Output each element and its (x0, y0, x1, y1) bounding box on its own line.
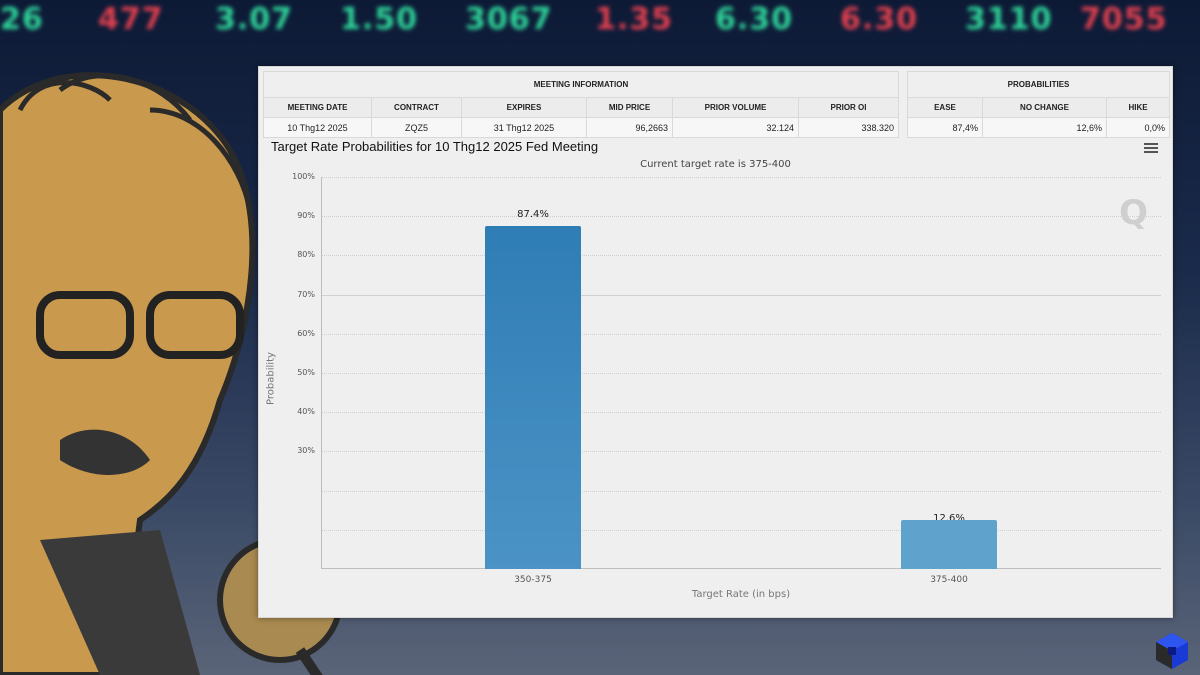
cube-logo-icon (1156, 633, 1188, 669)
meeting-information-header: MEETING INFORMATION (263, 71, 899, 98)
no-change-cell: 12,6% (982, 117, 1107, 138)
gridline (321, 530, 1161, 531)
y-tick-label: 70% (297, 290, 315, 299)
x-tick-label: 375-400 (930, 575, 968, 585)
expires-cell: 31 Thg12 2025 (461, 117, 587, 138)
ticker-value: 6.30 (715, 2, 794, 37)
fedwatch-panel: MEETING INFORMATION MEETING DATE CONTRAC… (258, 66, 1173, 618)
gridline (321, 451, 1161, 452)
x-tick-label: 350-375 (514, 575, 552, 585)
mid-price-cell: 96,2663 (586, 117, 673, 138)
hamburger-menu-icon[interactable] (1144, 143, 1158, 155)
gridline (321, 177, 1161, 178)
bar-chart-plot: 100% 90% 80% 70% 60% 50% 40% 30% Probabi… (266, 172, 1161, 600)
ticker-value: 477 (98, 2, 164, 37)
column-header: PRIOR OI (798, 97, 899, 118)
y-tick-label: 50% (297, 368, 315, 377)
bar-value-label: 12.6% (933, 513, 965, 524)
column-header: EASE (907, 97, 983, 118)
gridline (321, 491, 1161, 492)
y-tick-label: 60% (297, 329, 315, 338)
probabilities-table: PROBABILITIES EASE NO CHANGE HIKE 87,4% … (907, 71, 1170, 138)
table-row: 87,4% 12,6% 0,0% (907, 117, 1170, 138)
chart-subtitle: Current target rate is 375-400 (640, 159, 791, 170)
gridline (321, 216, 1161, 217)
column-header: MEETING DATE (263, 97, 372, 118)
gridline (321, 334, 1161, 335)
probabilities-header: PROBABILITIES (907, 71, 1170, 98)
gridline (321, 373, 1161, 374)
column-header: HIKE (1106, 97, 1170, 118)
ticker-value: 26 (0, 2, 44, 37)
y-tick-label: 100% (292, 172, 315, 181)
prior-volume-cell: 32.124 (672, 117, 799, 138)
bar-value-label: 87.4% (517, 209, 549, 220)
y-tick-label: 40% (297, 407, 315, 416)
ticker-value: 3110 (965, 2, 1053, 37)
gridline (321, 295, 1161, 296)
background-ticker: 26 477 3.07 1.50 3067 1.35 6.30 6.30 311… (0, 0, 1200, 70)
bar-350-375[interactable] (485, 226, 581, 569)
column-header: MID PRICE (586, 97, 673, 118)
watermark-logo: Q (1119, 193, 1148, 233)
bar-375-400[interactable] (901, 520, 997, 569)
y-tick-label: 80% (297, 250, 315, 259)
column-header: CONTRACT (371, 97, 462, 118)
y-axis (321, 177, 322, 569)
ticker-value: 6.30 (840, 2, 919, 37)
gridline (321, 412, 1161, 413)
table-row: 10 Thg12 2025 ZQZ5 31 Thg12 2025 96,2663… (263, 117, 899, 138)
meeting-date-cell: 10 Thg12 2025 (263, 117, 372, 138)
ticker-value: 3067 (465, 2, 553, 37)
x-axis-label: Target Rate (in bps) (691, 589, 791, 600)
chart-title: Target Rate Probabilities for 10 Thg12 2… (271, 139, 599, 154)
meeting-information-table: MEETING INFORMATION MEETING DATE CONTRAC… (263, 71, 899, 138)
prior-oi-cell: 338.320 (798, 117, 899, 138)
ticker-value: 3.07 (215, 2, 294, 37)
ticker-value: 1.35 (595, 2, 674, 37)
y-tick-label: 90% (297, 211, 315, 220)
ticker-value: 7055 (1080, 2, 1168, 37)
column-header: PRIOR VOLUME (672, 97, 799, 118)
contract-cell: ZQZ5 (371, 117, 462, 138)
y-tick-label: 30% (297, 446, 315, 455)
gridline (321, 255, 1161, 256)
y-axis-label: Probability (265, 352, 277, 405)
column-header: NO CHANGE (982, 97, 1107, 118)
ease-cell: 87,4% (907, 117, 983, 138)
ticker-value: 1.50 (340, 2, 419, 37)
x-axis (321, 568, 1161, 569)
hike-cell: 0,0% (1106, 117, 1170, 138)
column-header: EXPIRES (461, 97, 587, 118)
